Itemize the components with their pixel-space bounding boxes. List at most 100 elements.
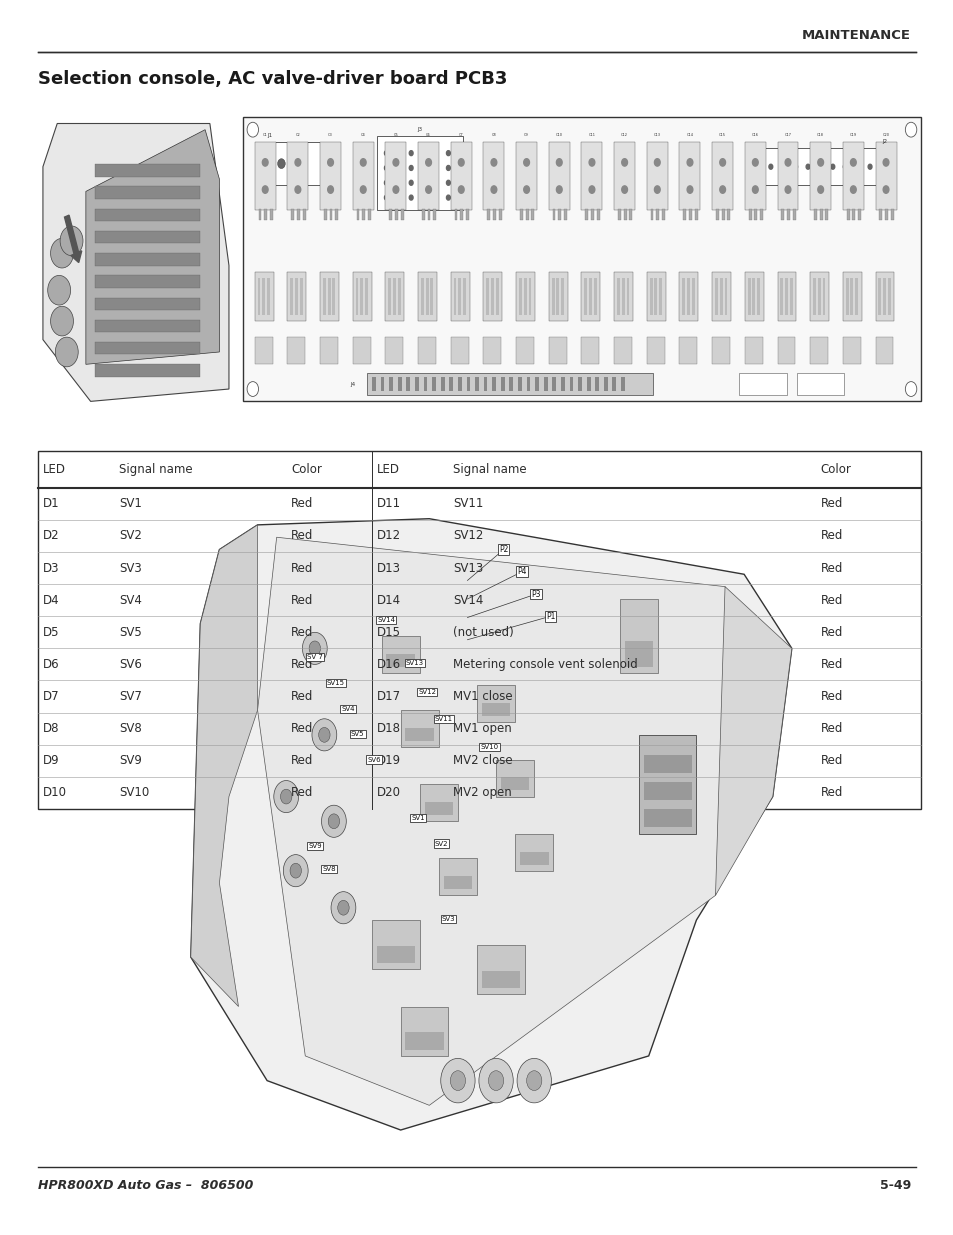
Circle shape [654,186,659,193]
Bar [819,209,821,220]
Circle shape [719,159,724,165]
Bar [646,272,665,321]
Circle shape [446,165,450,170]
Circle shape [882,159,888,165]
Bar [405,1032,443,1050]
Bar [646,337,664,364]
Bar [95,342,200,354]
Text: C16: C16 [751,133,758,137]
Text: Red: Red [291,658,313,671]
Bar [586,377,590,391]
Text: D6: D6 [43,658,59,671]
Text: SV9: SV9 [119,755,142,767]
Text: MV2 open: MV2 open [453,787,512,799]
Circle shape [621,186,627,193]
Text: SV15: SV15 [327,680,344,685]
Bar [454,209,456,220]
Bar [875,337,892,364]
Text: C3: C3 [328,133,333,137]
Bar [481,971,519,988]
Bar [711,337,729,364]
Text: P1: P1 [545,611,555,621]
Bar [624,641,653,667]
Text: SV3: SV3 [441,916,455,921]
Bar [443,877,472,889]
Text: Red: Red [820,787,841,799]
Bar [95,231,200,243]
Text: D12: D12 [376,530,400,542]
Bar [483,377,487,391]
Bar [711,142,732,210]
Circle shape [290,863,301,878]
Text: D2: D2 [43,530,59,542]
Text: Red: Red [820,530,841,542]
Bar [287,142,308,210]
Bar [748,209,751,220]
Bar [809,142,830,210]
Bar [385,272,404,321]
Circle shape [434,165,437,170]
Bar [875,142,896,210]
Text: SV10: SV10 [480,745,497,750]
Bar [580,142,602,210]
Bar [614,337,631,364]
Circle shape [686,186,692,193]
Bar [459,209,463,220]
Bar [744,142,765,210]
Circle shape [446,180,450,185]
Polygon shape [86,130,219,364]
Circle shape [867,164,871,169]
Bar [691,278,694,315]
Bar [531,209,534,220]
Text: Red: Red [291,562,313,574]
Bar [516,142,537,210]
Bar [509,377,513,391]
Bar [417,272,436,321]
Circle shape [302,632,327,664]
Text: MAINTENANCE: MAINTENANCE [801,28,910,42]
Circle shape [409,180,413,185]
Circle shape [262,159,268,165]
Text: SV2: SV2 [435,841,448,846]
Text: Signal name: Signal name [453,463,526,475]
Bar [454,278,456,315]
Text: Color: Color [820,463,850,475]
Circle shape [440,1058,475,1103]
Bar [492,377,496,391]
Circle shape [318,727,330,742]
Bar [781,209,783,220]
Circle shape [51,306,73,336]
Text: 5-49: 5-49 [879,1179,910,1193]
Bar [356,209,359,220]
Bar [380,377,384,391]
Bar [694,209,697,220]
Bar [752,278,755,315]
Circle shape [337,900,349,915]
Bar [400,710,438,747]
Bar [395,209,397,220]
Bar [661,209,664,220]
Bar [476,685,515,722]
Circle shape [425,159,431,165]
Text: SV11: SV11 [435,716,452,721]
Bar [287,272,306,321]
Bar [432,377,436,391]
Circle shape [523,159,529,165]
Text: SV1: SV1 [411,815,424,820]
Text: D20: D20 [376,787,400,799]
Bar [792,209,795,220]
Circle shape [904,382,916,396]
Circle shape [396,195,400,200]
Circle shape [396,165,400,170]
Text: P4: P4 [517,567,526,577]
Bar [254,272,274,321]
Text: C13: C13 [653,133,660,137]
Circle shape [247,122,258,137]
Bar [483,337,500,364]
Bar [688,209,691,220]
Bar [813,209,816,220]
Bar [583,278,586,315]
Bar [481,704,510,716]
Circle shape [588,186,594,193]
Bar [852,209,854,220]
